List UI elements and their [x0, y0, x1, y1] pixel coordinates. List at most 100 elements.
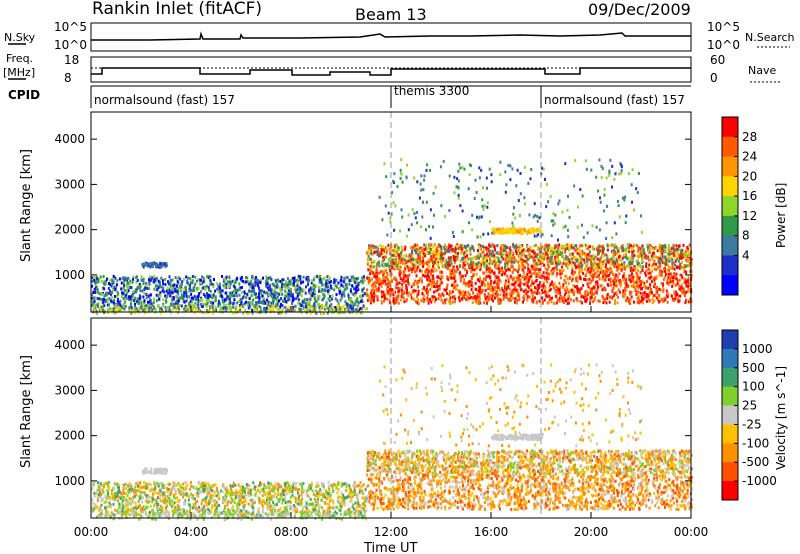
power-echo: [417, 285, 419, 289]
power-echo: [486, 259, 488, 263]
power-echo: [642, 248, 645, 252]
power-echo: [550, 219, 553, 223]
power-echo: [532, 256, 535, 260]
power-echo: [242, 304, 245, 308]
power-echo: [606, 282, 609, 286]
power-echo: [296, 287, 299, 291]
power-echo: [282, 278, 285, 282]
power-echo: [309, 311, 312, 315]
power-echo: [496, 293, 499, 297]
power-echo: [428, 259, 431, 263]
power-echo: [325, 284, 328, 288]
power-echo: [453, 175, 456, 179]
power-echo: [478, 292, 481, 296]
power-echo: [142, 306, 145, 310]
power-echo: [402, 269, 405, 273]
power-echo: [254, 283, 257, 287]
power-echo: [275, 281, 278, 284]
power-echo: [136, 287, 139, 291]
power-echo: [664, 261, 667, 265]
power-echo: [407, 266, 410, 270]
power-echo: [208, 308, 211, 312]
power-echo: [557, 238, 559, 242]
power-echo: [481, 204, 484, 208]
power-echo: [234, 280, 237, 284]
power-echo: [666, 281, 669, 285]
power-echo: [544, 249, 547, 252]
power-echo: [598, 299, 601, 303]
power-echo: [247, 306, 250, 310]
power-echo: [393, 291, 396, 295]
power-echo: [454, 246, 457, 250]
power-echo: [487, 274, 490, 278]
power-echo: [127, 295, 130, 299]
power-echo: [644, 271, 647, 275]
power-echo: [361, 300, 364, 304]
power-echo: [444, 301, 447, 305]
power-echo: [110, 308, 113, 312]
power-echo: [558, 243, 561, 247]
power-echo: [624, 277, 627, 281]
power-echo: [297, 277, 300, 281]
power-echo: [596, 246, 599, 250]
power-echo: [126, 282, 129, 286]
power-echo: [369, 265, 372, 268]
power-echo: [322, 312, 325, 315]
power-echo: [426, 277, 429, 281]
power-echo: [551, 280, 554, 284]
power-echo: [165, 289, 168, 293]
power-echo: [454, 255, 457, 259]
power-echo: [672, 243, 675, 247]
power-echo: [535, 274, 538, 278]
power-echo: [265, 309, 268, 313]
power-echo: [539, 281, 542, 285]
power-echo: [258, 296, 261, 300]
power-echo: [177, 299, 180, 303]
power-echo: [179, 284, 182, 288]
power-echo: [671, 279, 674, 283]
power-echo: [481, 280, 484, 284]
power-echo: [189, 299, 192, 303]
power-echo: [473, 197, 476, 200]
power-echo: [113, 301, 115, 305]
power-echo: [247, 301, 250, 305]
power-echo: [132, 307, 135, 311]
power-echo: [628, 290, 631, 294]
power-echo: [303, 301, 306, 305]
power-echo: [691, 262, 693, 266]
power-echo: [282, 299, 285, 303]
power-echo: [684, 301, 687, 305]
power-echo: [459, 204, 462, 208]
power-echo: [535, 255, 538, 259]
power-echo: [459, 271, 462, 275]
power-echo: [555, 285, 558, 289]
power-echo: [568, 259, 571, 263]
power-echo: [92, 291, 95, 294]
power-echo: [119, 299, 122, 303]
power-echo: [551, 259, 554, 263]
power-echo: [196, 295, 199, 299]
power-echo: [208, 288, 210, 292]
power-echo: [607, 274, 610, 277]
power-echo: [450, 250, 453, 254]
power-echo: [342, 304, 345, 308]
power-echo: [330, 285, 332, 289]
power-echo: [529, 270, 532, 274]
power-echo: [349, 301, 352, 305]
power-echo: [611, 287, 614, 291]
power-echo: [603, 187, 606, 191]
power-echo: [262, 276, 264, 280]
power-echo: [347, 282, 350, 286]
power-echo: [608, 171, 611, 175]
power-echo: [376, 250, 379, 254]
power-echo: [590, 263, 593, 267]
power-echo: [622, 263, 625, 267]
power-echo: [651, 257, 654, 261]
power-echo: [148, 275, 151, 279]
power-echo: [550, 300, 553, 304]
power-echo: [666, 268, 669, 272]
power-echo: [439, 270, 442, 274]
power-echo: [456, 267, 459, 271]
power-echo: [472, 273, 475, 277]
power-echo: [523, 294, 526, 298]
